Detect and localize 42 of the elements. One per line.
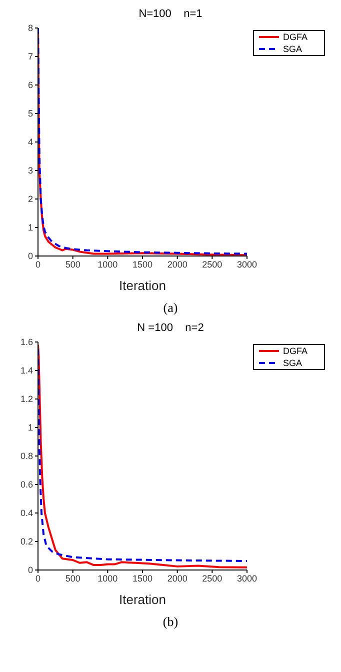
y-tick-label: 8 bbox=[28, 23, 33, 34]
x-tick-label: 3000 bbox=[236, 259, 258, 270]
y-tick-label: 0.2 bbox=[20, 536, 33, 547]
x-tick-label: 1000 bbox=[98, 259, 118, 270]
legend-label: SGA bbox=[283, 44, 302, 54]
text: (a) bbox=[162, 300, 179, 316]
y-tick-label: 0.8 bbox=[20, 451, 33, 462]
y-tick-label: 6 bbox=[28, 80, 33, 90]
y-tick-label: 5 bbox=[28, 108, 33, 119]
x-tick-label: 2000 bbox=[167, 259, 188, 270]
y-tick-label: 1 bbox=[28, 422, 33, 433]
y-tick-label: 0 bbox=[28, 251, 33, 262]
text: (b) bbox=[162, 614, 180, 630]
y-tick-label: 1.2 bbox=[20, 394, 33, 404]
y-tick-label: 1.4 bbox=[20, 366, 33, 376]
y-tick-label: 0.6 bbox=[20, 480, 33, 490]
y-tick-label: 0.4 bbox=[20, 508, 33, 518]
legend-label: DGFA bbox=[283, 32, 308, 42]
x-tick-label: 0 bbox=[35, 573, 41, 584]
legend-label: SGA bbox=[283, 358, 302, 368]
x-tick-label: 2500 bbox=[202, 259, 222, 270]
x-tick-label: 2000 bbox=[167, 573, 188, 584]
x-tick-label: 1500 bbox=[132, 573, 153, 584]
x-axis-title: Iteration bbox=[119, 278, 166, 293]
x-tick-label: 500 bbox=[65, 573, 80, 584]
chart-title: N=100 n=1 bbox=[138, 8, 204, 22]
x-tick-label: 1500 bbox=[132, 259, 153, 270]
x-tick-label: 500 bbox=[65, 259, 80, 270]
x-tick-label: 2500 bbox=[202, 573, 222, 584]
y-tick-label: 7 bbox=[28, 52, 33, 62]
y-tick-label: 2 bbox=[28, 194, 33, 204]
chart-title: N =100 n=2 bbox=[136, 322, 205, 336]
x-axis-title: Iteration bbox=[119, 592, 166, 607]
y-tick-label: 0 bbox=[28, 565, 33, 576]
x-tick-label: 1000 bbox=[98, 573, 118, 584]
x-tick-label: 3000 bbox=[236, 573, 258, 584]
y-tick-label: 1.6 bbox=[20, 337, 33, 348]
y-tick-label: 4 bbox=[28, 137, 33, 148]
legend-label: DGFA bbox=[283, 346, 308, 356]
x-tick-label: 0 bbox=[35, 259, 41, 270]
y-tick-label: 3 bbox=[28, 166, 33, 176]
y-tick-label: 1 bbox=[28, 222, 33, 233]
